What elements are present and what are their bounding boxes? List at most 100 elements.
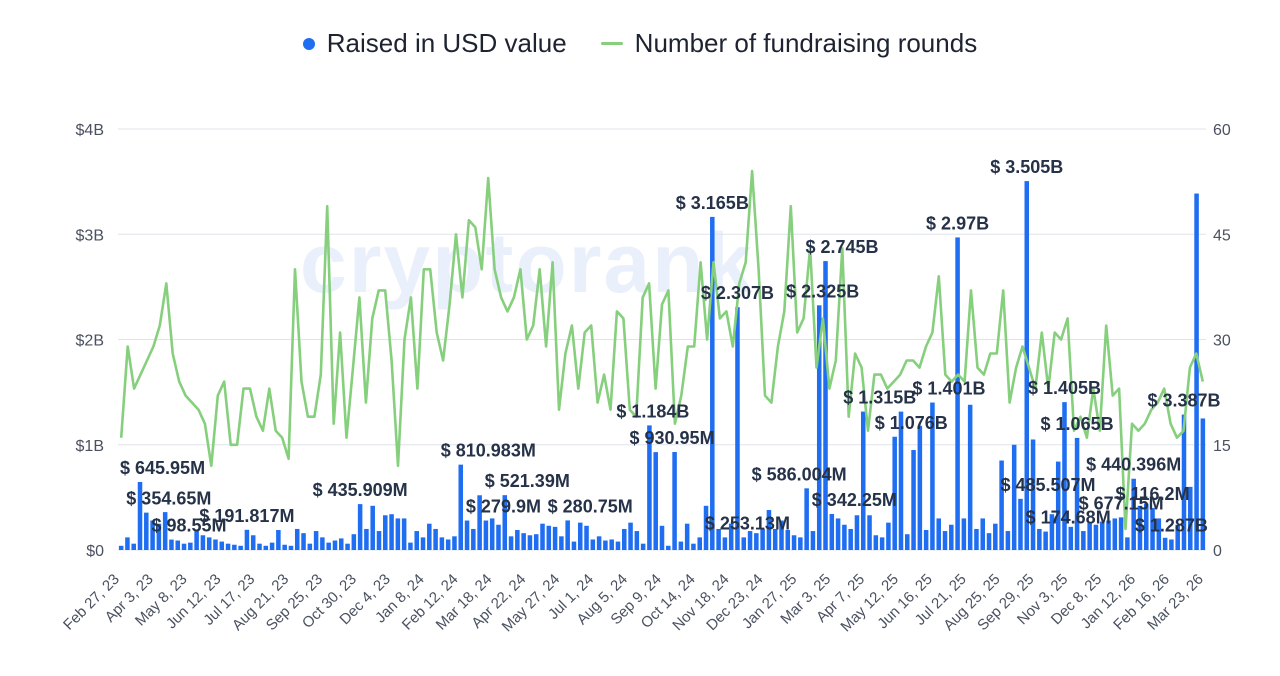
legend-item-raised[interactable]: Raised in USD value bbox=[302, 28, 567, 59]
bar[interactable] bbox=[282, 544, 287, 550]
bar[interactable] bbox=[710, 216, 715, 551]
bar[interactable] bbox=[200, 535, 206, 550]
bar[interactable] bbox=[1118, 517, 1124, 550]
bar[interactable] bbox=[571, 541, 577, 550]
bar[interactable] bbox=[144, 512, 149, 550]
bar[interactable] bbox=[653, 452, 658, 550]
bar[interactable] bbox=[980, 518, 986, 550]
bar[interactable] bbox=[313, 531, 319, 550]
bar[interactable] bbox=[816, 305, 822, 550]
bar[interactable] bbox=[169, 539, 174, 550]
bar[interactable] bbox=[1194, 193, 1199, 550]
bar[interactable] bbox=[150, 520, 155, 550]
bar[interactable] bbox=[1037, 528, 1042, 550]
bar[interactable] bbox=[722, 537, 728, 550]
bar[interactable] bbox=[879, 537, 885, 550]
bar[interactable] bbox=[307, 543, 313, 550]
bar[interactable] bbox=[842, 524, 847, 550]
bar[interactable] bbox=[408, 542, 413, 550]
bar[interactable] bbox=[1125, 537, 1130, 550]
bar[interactable] bbox=[1137, 505, 1143, 550]
bar[interactable] bbox=[949, 524, 954, 550]
bar[interactable] bbox=[678, 541, 684, 550]
bar[interactable] bbox=[716, 528, 721, 550]
bar[interactable] bbox=[609, 539, 614, 550]
bar[interactable] bbox=[785, 530, 791, 550]
bar[interactable] bbox=[1074, 437, 1080, 550]
bar[interactable] bbox=[917, 425, 923, 550]
bar[interactable] bbox=[257, 543, 262, 550]
bar[interactable] bbox=[351, 534, 357, 550]
bar[interactable] bbox=[477, 495, 482, 550]
bar[interactable] bbox=[892, 436, 897, 550]
bar[interactable] bbox=[565, 520, 570, 550]
bar[interactable] bbox=[1024, 181, 1030, 550]
bar[interactable] bbox=[559, 536, 564, 550]
bar[interactable] bbox=[332, 540, 338, 550]
bar[interactable] bbox=[162, 512, 168, 550]
bar[interactable] bbox=[823, 261, 828, 550]
bar[interactable] bbox=[1188, 486, 1193, 550]
bar[interactable] bbox=[225, 543, 231, 550]
bar[interactable] bbox=[118, 545, 124, 550]
bar[interactable] bbox=[835, 518, 841, 550]
bar[interactable] bbox=[276, 530, 281, 550]
bar[interactable] bbox=[244, 529, 250, 550]
bar[interactable] bbox=[873, 535, 879, 550]
bar[interactable] bbox=[986, 533, 992, 550]
bar[interactable] bbox=[131, 543, 136, 550]
bar[interactable] bbox=[634, 531, 640, 550]
bar[interactable] bbox=[433, 528, 438, 550]
bar[interactable] bbox=[961, 518, 967, 550]
bar[interactable] bbox=[1049, 514, 1055, 550]
bar[interactable] bbox=[647, 425, 652, 550]
bar[interactable] bbox=[577, 522, 583, 550]
bar[interactable] bbox=[1011, 444, 1017, 550]
bar[interactable] bbox=[772, 528, 778, 550]
bar[interactable] bbox=[294, 528, 300, 550]
bar[interactable] bbox=[1099, 521, 1105, 550]
bar[interactable] bbox=[691, 543, 696, 550]
bar[interactable] bbox=[395, 518, 401, 550]
bar[interactable] bbox=[584, 525, 589, 550]
bar[interactable] bbox=[967, 404, 973, 550]
bar[interactable] bbox=[666, 545, 671, 550]
bar[interactable] bbox=[445, 539, 451, 550]
bar[interactable] bbox=[489, 518, 495, 550]
bar[interactable] bbox=[238, 545, 243, 550]
bar[interactable] bbox=[269, 542, 275, 550]
bar[interactable] bbox=[741, 537, 747, 550]
bar[interactable] bbox=[370, 505, 375, 550]
bar[interactable] bbox=[848, 528, 853, 550]
bar[interactable] bbox=[546, 525, 552, 550]
bar[interactable] bbox=[156, 523, 162, 550]
bar[interactable] bbox=[552, 526, 558, 550]
bar[interactable] bbox=[414, 531, 419, 550]
bar[interactable] bbox=[364, 528, 369, 550]
bar[interactable] bbox=[760, 528, 765, 550]
bar[interactable] bbox=[923, 530, 929, 550]
bar[interactable] bbox=[628, 522, 633, 550]
bar[interactable] bbox=[905, 534, 910, 550]
bar[interactable] bbox=[615, 541, 621, 550]
bar[interactable] bbox=[439, 537, 445, 550]
bar[interactable] bbox=[603, 540, 608, 550]
bar[interactable] bbox=[747, 531, 753, 550]
bar[interactable] bbox=[508, 536, 514, 550]
bar[interactable] bbox=[471, 528, 476, 550]
bar[interactable] bbox=[383, 515, 388, 550]
bar[interactable] bbox=[1062, 402, 1067, 550]
bar[interactable] bbox=[1106, 520, 1111, 550]
bar[interactable] bbox=[175, 540, 181, 550]
bar[interactable] bbox=[326, 542, 331, 550]
bar[interactable] bbox=[622, 528, 627, 550]
bar[interactable] bbox=[999, 460, 1004, 550]
bar[interactable] bbox=[911, 450, 916, 550]
bar[interactable] bbox=[596, 536, 602, 550]
bar[interactable] bbox=[483, 520, 489, 550]
bar[interactable] bbox=[684, 523, 690, 550]
bar[interactable] bbox=[936, 518, 941, 550]
bar[interactable] bbox=[125, 537, 130, 550]
bar[interactable] bbox=[345, 543, 350, 550]
bar[interactable] bbox=[672, 452, 677, 550]
